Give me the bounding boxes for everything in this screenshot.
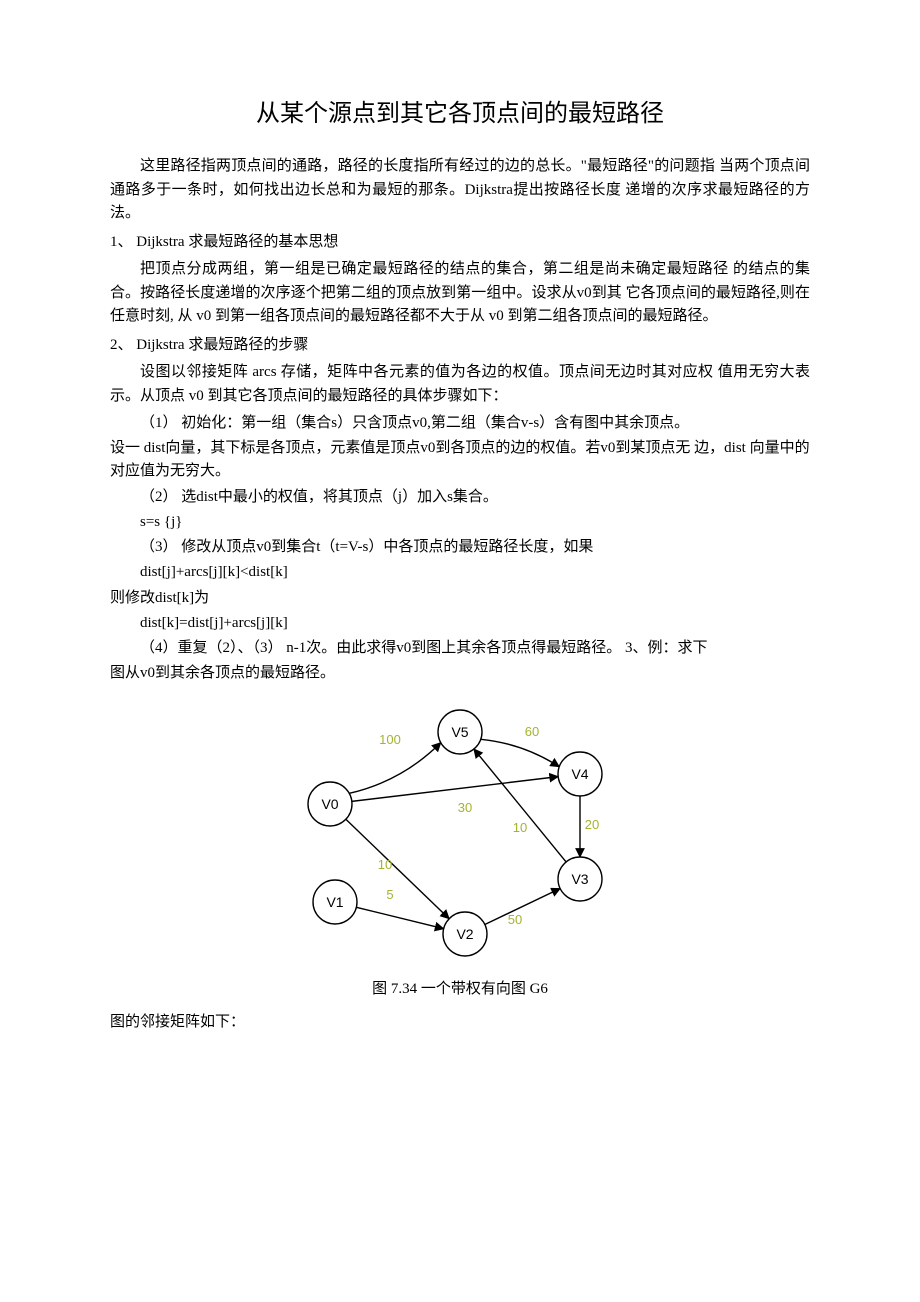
intro-paragraph: 这里路径指两顶点间的通路，路径的长度指所有经过的边的总长。"最短路径"的问题指 … [110,155,810,225]
edge-weight: 100 [379,732,401,747]
section-1-heading: 1、 Dijkstra 求最短路径的基本思想 [110,231,810,254]
edge-weight: 20 [585,817,599,832]
graph-node-label: V0 [321,796,338,812]
step-4: （4）重复（2）、（3） n-1次。由此求得v0到图上其余各顶点得最短路径。 3… [110,637,810,660]
eq-assign: dist[k]=dist[j]+arcs[j][k] [110,612,810,635]
graph-edge [485,888,560,924]
adj-matrix-label: 图的邻接矩阵如下： [110,1011,810,1034]
graph-node-label: V4 [571,766,588,782]
edge-weight: 60 [525,724,539,739]
edge-weight: 10 [513,820,527,835]
step-2: （2） 选dist中最小的权值，将其顶点（j）加入s集合。 [110,486,810,509]
edge-weight: 50 [508,912,522,927]
graph-node-label: V2 [456,926,473,942]
step-3: （3） 修改从顶点v0到集合t（t=V-s）中各顶点的最短路径长度，如果 [110,536,810,559]
graph-node-label: V3 [571,871,588,887]
graph-edge [356,907,443,928]
eq-condition: dist[j]+arcs[j][k]<dist[k] [110,561,810,584]
graph-node-label: V1 [326,894,343,910]
section-2-heading: 2、 Dijkstra 求最短路径的步骤 [110,334,810,357]
eq-set: s=s {j} [110,511,810,534]
graph-node-label: V5 [451,724,468,740]
graph-edge [352,776,558,801]
document-page: 从某个源点到其它各顶点间的最短路径 这里路径指两顶点间的通路，路径的长度指所有经… [0,0,920,1094]
graph-edge [346,819,449,918]
step-1a: （1） 初始化：第一组（集合s）只含顶点v0,第二组（集合v-s）含有图中其余顶… [110,412,810,435]
figure-caption: 图 7.34 一个带权有向图 G6 [110,978,810,1001]
section-2-intro: 设图以邻接矩阵 arcs 存储，矩阵中各元素的值为各边的权值。顶点间无边时其对应… [110,361,810,408]
eq-mod-label: 则修改dist[k]为 [110,587,810,610]
graph-edge [474,749,566,862]
section-1-body: 把顶点分成两组，第一组是已确定最短路径的结点的集合，第二组是尚未确定最短路径 的… [110,258,810,328]
edge-weight: 10 [378,857,392,872]
page-title: 从某个源点到其它各顶点间的最短路径 [110,96,810,133]
graph-diagram: 100 60 30 10 5 50 10 20 V0 V1 V2 V3 V4 V5 [280,694,640,964]
step-1b: 设一 dist向量，其下标是各顶点，元素值是顶点v0到各顶点的边的权值。若v0到… [110,437,810,484]
figure-wrapper: 100 60 30 10 5 50 10 20 V0 V1 V2 V3 V4 V5 [110,694,810,964]
graph-edge [481,739,559,766]
edge-weight: 5 [386,887,393,902]
edge-weight: 30 [458,800,472,815]
graph-edge [349,742,441,793]
step-4b: 图从v0到其余各顶点的最短路径。 [110,662,810,685]
